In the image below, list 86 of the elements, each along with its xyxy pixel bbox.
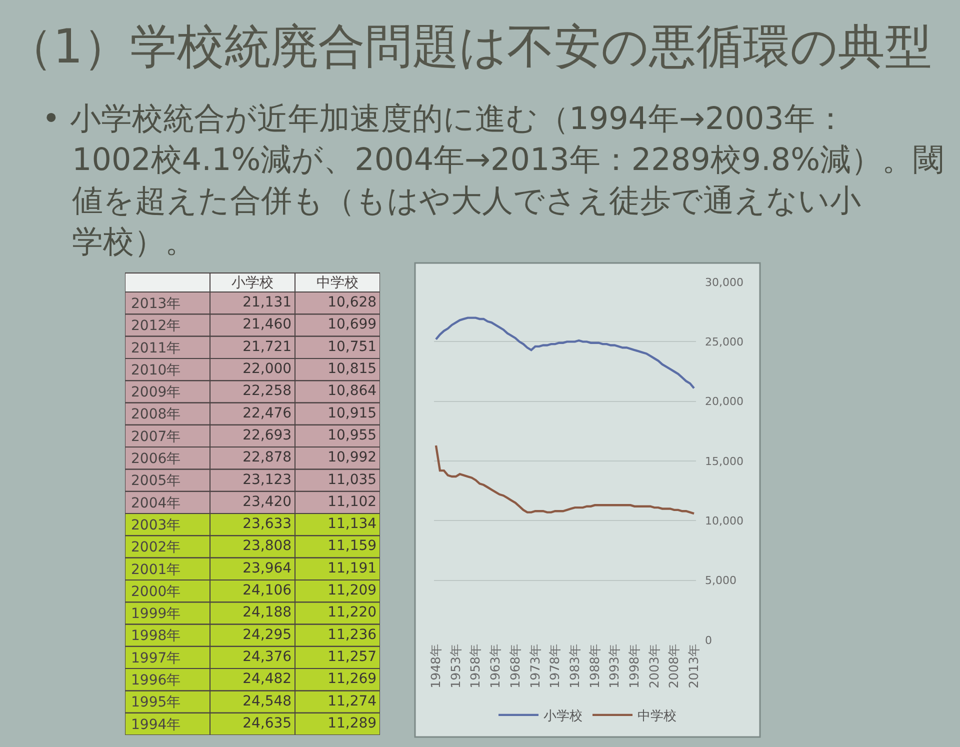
data-label: 23,964 <box>242 560 292 576</box>
data-label: 10,915 <box>328 405 377 422</box>
y-tick-label: 2000年 <box>131 584 181 600</box>
x-tick-label: 1968年 <box>507 644 522 688</box>
data-label: 10,955 <box>328 427 377 444</box>
y-tick-label: 1995年 <box>131 694 181 711</box>
y-tick-label: 1998年 <box>131 628 181 644</box>
data-label: 22,878 <box>242 450 292 466</box>
x-tick-label: 1993年 <box>606 644 622 688</box>
data-label: 21,460 <box>242 316 292 333</box>
y-tick-label: 2013年 <box>131 296 181 312</box>
data-label: 24,482 <box>242 671 292 688</box>
y-tick-label: 2004年 <box>131 495 181 512</box>
data-label: 23,123 <box>242 472 292 488</box>
x-tick-label: 1998年 <box>626 644 642 688</box>
text: • 小学校統合が近年加速度的に進む（1994年→2003年：1002校4.1%減が、2004年→2013年：2289校9.8%減）。閾値を超えた合併も（もはや大人でさえ徒歩で通えない小学校）。 <box>42 101 944 260</box>
data-label: 22,476 <box>242 405 292 422</box>
y-tick-label: 2001年 <box>131 562 181 578</box>
data-label: 21,721 <box>242 338 292 355</box>
data-label: 22,693 <box>242 427 292 444</box>
data-label: 10,751 <box>328 338 377 355</box>
y-tick-label: 1994年 <box>131 716 181 733</box>
data-label: 11,220 <box>328 604 377 621</box>
x-tick-label: 1988年 <box>586 644 602 688</box>
line-series <box>434 444 696 515</box>
y-tick-label: 2010年 <box>131 362 181 378</box>
data-label: 24,188 <box>242 604 292 621</box>
y-tick-label: 2005年 <box>131 473 181 490</box>
y-tick-label: 2012年 <box>131 318 181 334</box>
data-label: 11,274 <box>328 693 377 710</box>
x-tick-label: 1963年 <box>488 644 503 688</box>
data-label: 11,269 <box>328 671 377 688</box>
data-label: 24,376 <box>242 648 292 665</box>
x-tick-label: 1973年 <box>527 644 542 688</box>
y-tick-label: 1996年 <box>131 672 181 689</box>
x-tick-label: 1983年 <box>566 644 582 688</box>
x-tick-label: 1978年 <box>547 644 562 688</box>
y-tick-label: 25,000 <box>705 336 744 349</box>
data-label: 11,209 <box>328 582 377 599</box>
x-tick-label: 2008年 <box>666 644 682 688</box>
y-tick-label: 2003年 <box>131 517 181 534</box>
data-label: 11,102 <box>328 494 377 510</box>
y-tick-label: 2011年 <box>131 340 181 356</box>
data-label: 10,628 <box>328 294 377 311</box>
data-label: 10,815 <box>328 361 377 378</box>
data-label: 11,257 <box>328 648 377 665</box>
legend-label: 中学校 <box>638 709 676 724</box>
data-label: 10,699 <box>328 316 377 333</box>
y-tick-label: 2009年 <box>131 384 181 401</box>
x-tick-label: 2003年 <box>646 644 662 688</box>
data-label: 11,289 <box>328 715 377 732</box>
data-label: 23,633 <box>242 516 292 532</box>
data-label: 24,548 <box>242 693 292 710</box>
legend-label: 小学校 <box>544 709 582 724</box>
chart-title: （1）学校統廃合問題は不安の悪循環の典型 <box>6 19 932 74</box>
data-label: 11,191 <box>328 560 377 576</box>
data-label: 24,106 <box>242 582 292 599</box>
data-label: 10,864 <box>328 383 377 400</box>
y-tick-label: 0 <box>705 634 712 647</box>
x-tick-label: 1958年 <box>468 644 483 688</box>
y-tick-label: 1999年 <box>131 606 181 622</box>
y-tick-label: 30,000 <box>705 276 744 289</box>
y-tick-label: 2002年 <box>131 540 181 556</box>
data-label: 11,134 <box>328 516 377 532</box>
data-label: 11,159 <box>328 538 377 554</box>
x-tick-label: 1948年 <box>428 644 444 688</box>
x-tick-label: 1953年 <box>448 644 463 688</box>
y-tick-label: 2008年 <box>131 406 181 423</box>
data-label: 10,992 <box>328 450 377 466</box>
data-label: 23,808 <box>242 538 292 554</box>
y-tick-label: 20,000 <box>705 395 744 408</box>
data-label: 21,131 <box>242 294 292 311</box>
data-label: 11,236 <box>328 626 377 643</box>
data-label: 11,035 <box>328 472 377 488</box>
y-tick-label: 2007年 <box>131 428 181 445</box>
y-tick-label: 2006年 <box>131 451 181 468</box>
data-label: 22,000 <box>242 361 292 378</box>
y-tick-label: 10,000 <box>705 514 744 528</box>
data-label: 22,258 <box>242 383 292 400</box>
y-tick-label: 15,000 <box>705 454 744 468</box>
y-tick-label: 5,000 <box>705 574 736 588</box>
data-label: 24,635 <box>242 715 292 732</box>
data-label: 23,420 <box>242 494 292 510</box>
line-series <box>434 316 696 390</box>
y-tick-label: 1997年 <box>131 650 181 666</box>
data-label: 24,295 <box>242 626 292 643</box>
